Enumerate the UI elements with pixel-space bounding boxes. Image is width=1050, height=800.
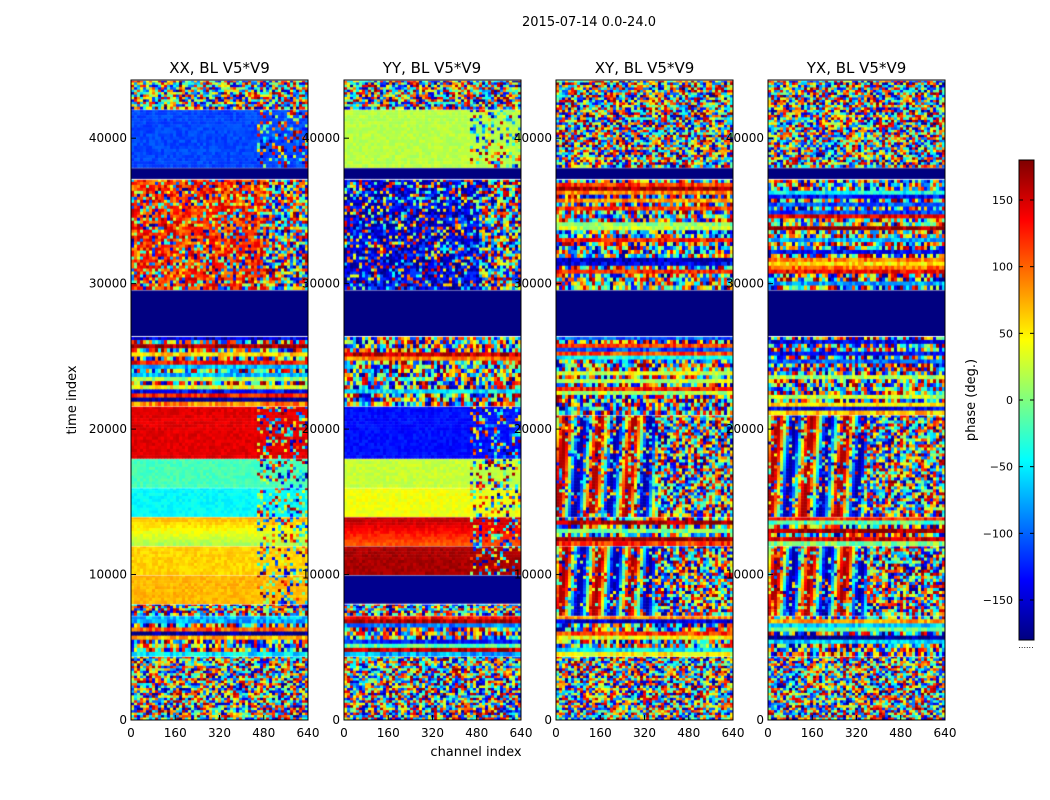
y-tick-label: 10000 [514, 568, 552, 582]
x-tick-label: 480 [889, 726, 912, 740]
colorbar-label: phase (deg.) [964, 359, 979, 441]
panel-title-yy: YY, BL V5*V9 [382, 59, 481, 77]
panel-title-xx: XX, BL V5*V9 [169, 59, 270, 77]
panel-xy: XY, BL V5*V9 0 160 320 480 640 0 10000 20000 300… [514, 59, 745, 740]
panel-title-yx: YX, BL V5*V9 [806, 59, 907, 77]
y-tick-label: 0 [119, 713, 127, 727]
y-tick-label: 10000 [726, 568, 764, 582]
colorbar-tick-label: 100 [992, 261, 1013, 274]
x-tick-label: 160 [589, 726, 612, 740]
y-tick-label: 20000 [726, 422, 764, 436]
y-tick-label: 20000 [89, 422, 127, 436]
colorbar-tick-label: −150 [983, 594, 1013, 607]
y-tick-label: 0 [544, 713, 552, 727]
panel-xx: XX, BL V5*V9 0 160 320 480 640 0 10000 20000 300… [89, 59, 320, 740]
heatmap-image-yy [344, 80, 521, 720]
x-tick-label: 0 [764, 726, 772, 740]
y-tick-label: 40000 [89, 131, 127, 145]
y-tick-label: 30000 [514, 277, 552, 291]
x-tick-label: 0 [552, 726, 560, 740]
x-tick-label: 0 [127, 726, 135, 740]
x-tick-label: 480 [465, 726, 488, 740]
x-tick-label: 160 [377, 726, 400, 740]
y-tick-label: 10000 [302, 568, 340, 582]
x-tick-label: 160 [801, 726, 824, 740]
y-tick-label: 0 [756, 713, 764, 727]
panel-title-xy: XY, BL V5*V9 [595, 59, 695, 77]
x-tick-label: 320 [421, 726, 444, 740]
x-tick-label: 320 [845, 726, 868, 740]
heatmap-image-xy [556, 80, 733, 720]
panel-yy: YY, BL V5*V9 0 160 320 480 640 0 10000 20000 300… [302, 59, 533, 740]
colorbar-tick-label: 0 [1006, 394, 1013, 407]
x-tick-label: 640 [510, 726, 533, 740]
x-tick-label: 640 [297, 726, 320, 740]
x-tick-label: 320 [208, 726, 231, 740]
y-tick-label: 20000 [302, 422, 340, 436]
x-tick-label: 160 [164, 726, 187, 740]
colorbar-ticks: −150 −100 −50 0 50 100 150 [983, 194, 1034, 607]
x-tick-label: 640 [934, 726, 957, 740]
figure-suptitle: 2015-07-14 0.0-24.0 [522, 15, 656, 30]
y-tick-label: 40000 [302, 131, 340, 145]
colorbar-tick-label: −50 [990, 461, 1013, 474]
y-tick-label: 30000 [726, 277, 764, 291]
x-tick-label: 480 [252, 726, 275, 740]
x-tick-label: 480 [677, 726, 700, 740]
y-tick-label: 30000 [302, 277, 340, 291]
y-tick-label: 30000 [89, 277, 127, 291]
heatmap-image-xx [131, 80, 308, 720]
y-tick-label: 20000 [514, 422, 552, 436]
x-axis-label: channel index [430, 745, 521, 760]
heatmap-image-yx [768, 80, 945, 720]
y-axis-label: time index [65, 365, 80, 434]
colorbar-tick-label: 150 [992, 194, 1013, 207]
x-tick-label: 0 [340, 726, 348, 740]
y-tick-label: 40000 [726, 131, 764, 145]
colorbar-under-label: ...... [1018, 641, 1033, 650]
colorbar-tick-label: 50 [999, 327, 1013, 340]
y-tick-label: 10000 [89, 568, 127, 582]
colorbar: phase (deg.) ...... [964, 159, 1035, 650]
x-tick-label: 320 [633, 726, 656, 740]
x-tick-label: 640 [722, 726, 745, 740]
colorbar-tick-label: −100 [983, 527, 1013, 540]
y-tick-label: 40000 [514, 131, 552, 145]
y-tick-label: 0 [332, 713, 340, 727]
panel-yx: YX, BL V5*V9 0 160 320 480 640 0 10000 20000 300… [726, 59, 957, 740]
